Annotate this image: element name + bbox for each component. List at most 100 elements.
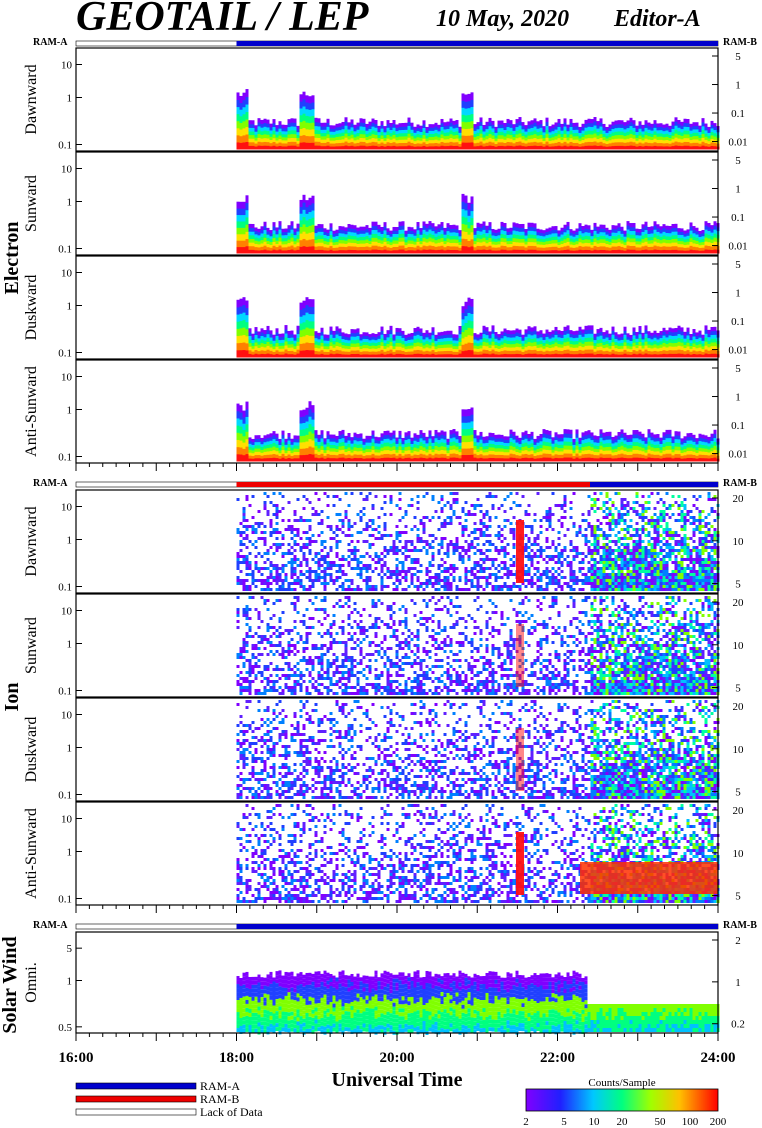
spectrogram-cell xyxy=(500,341,504,345)
spectrogram-cell xyxy=(569,137,573,142)
spectrogram-cell xyxy=(635,131,639,135)
spectrogram-cell xyxy=(329,437,333,442)
spectrogram-cell xyxy=(689,145,693,150)
spectrogram-cell xyxy=(701,137,705,142)
spectrogram-cell xyxy=(596,239,600,244)
spectrogram-cell xyxy=(236,306,240,315)
spectrogram-cell xyxy=(506,243,510,248)
spectrogram-cell xyxy=(317,353,321,358)
spectrogram-cell xyxy=(458,442,462,446)
spectrogram-cell xyxy=(284,130,288,135)
spectrogram-cell xyxy=(260,335,264,340)
spectrogram-cell xyxy=(332,353,336,358)
spectrogram-cell xyxy=(581,242,585,247)
spectrogram-cell xyxy=(497,454,501,459)
spectrogram-cell xyxy=(473,339,477,343)
spectrogram-cell xyxy=(314,340,318,345)
spectrogram-cell xyxy=(362,239,366,244)
spectrogram-cell xyxy=(494,331,498,336)
spectrogram-cell xyxy=(572,334,576,339)
spectrogram-cell xyxy=(371,237,375,242)
spectrogram-cell xyxy=(659,350,663,355)
spectrogram-cell xyxy=(665,136,669,141)
spectrogram-cell xyxy=(287,145,291,150)
spectrogram-cell xyxy=(449,330,453,335)
spectrogram-cell xyxy=(464,435,468,443)
spectrogram-cell xyxy=(494,344,498,349)
spectrogram-cell xyxy=(602,350,606,355)
spectrogram-cell xyxy=(485,125,489,130)
spectrogram-cell xyxy=(644,329,648,334)
spectrogram-cell xyxy=(242,454,246,462)
spectrogram-cell xyxy=(620,131,624,136)
spectrogram-cell xyxy=(641,136,645,141)
spectrogram-cell xyxy=(575,228,579,233)
spectrogram-cell xyxy=(305,142,309,150)
spectrogram-cell xyxy=(695,138,699,143)
spectrogram-cell xyxy=(422,233,426,238)
spectrogram-cell xyxy=(530,138,534,143)
spectrogram-cell xyxy=(302,300,306,309)
spectrogram-cell xyxy=(518,440,522,445)
spectrogram-cell xyxy=(305,135,309,143)
spectrogram-cell xyxy=(545,137,549,142)
spectrogram-cell xyxy=(647,125,651,130)
spectrogram-cell xyxy=(560,127,564,131)
spectrogram-cell xyxy=(419,430,423,435)
spectrogram-cell xyxy=(266,457,270,462)
spectrogram-cell xyxy=(659,239,663,244)
spectrogram-cell xyxy=(260,331,264,336)
spectrogram-cell xyxy=(668,143,672,147)
spectrogram-cell xyxy=(656,129,660,134)
spectrogram-cell xyxy=(371,430,375,435)
spectrogram-cell xyxy=(689,222,693,227)
spectrogram-cell xyxy=(314,145,318,150)
spectrogram-cell xyxy=(452,337,456,341)
spectrogram-cell xyxy=(635,457,639,462)
spectrogram-cell xyxy=(395,349,399,354)
spectrogram-cell xyxy=(572,353,576,358)
spectrogram-cell xyxy=(557,333,561,338)
spectrogram-cell xyxy=(350,245,354,250)
spectrogram-cell xyxy=(521,443,525,448)
spectrogram-cell xyxy=(542,131,546,136)
spectrogram-cell xyxy=(497,237,501,242)
spectrogram-cell xyxy=(497,131,501,136)
spectrogram-cell xyxy=(503,139,507,144)
spectrogram-cell xyxy=(281,342,285,346)
spectrogram-cell xyxy=(542,230,546,234)
spectrogram-cell xyxy=(341,121,345,126)
spectrogram-cell xyxy=(236,439,240,448)
spectrogram-cell xyxy=(368,131,372,136)
spectrogram-cell xyxy=(341,341,345,346)
spectrogram-cell xyxy=(302,321,306,330)
spectrogram-cell xyxy=(425,126,429,131)
spectrogram-cell xyxy=(596,439,600,443)
spectrogram-cell xyxy=(560,123,564,128)
spectrogram-cell xyxy=(272,233,276,239)
spectrogram-cell xyxy=(302,91,306,100)
spectrogram-cell xyxy=(419,128,423,133)
spectrogram-cell xyxy=(518,333,522,337)
spectrogram-cell xyxy=(377,249,381,254)
spectrogram-cell xyxy=(569,346,573,351)
spectrogram-cell xyxy=(485,232,489,237)
spectrogram-cell xyxy=(539,346,543,351)
spectrogram-cell xyxy=(428,130,432,134)
spectrogram-cell xyxy=(314,239,318,244)
spectrogram-cell xyxy=(287,239,291,244)
spectrogram-cell xyxy=(437,242,441,247)
spectrogram-cell xyxy=(245,307,249,316)
spectrogram-cell xyxy=(272,229,276,235)
spectrogram-cell xyxy=(356,335,360,340)
spectrogram-cell xyxy=(482,237,486,242)
spectrogram-cell xyxy=(368,435,372,440)
spectrogram-cell xyxy=(515,241,519,247)
spectrogram-cell xyxy=(659,344,663,348)
spectrogram-cell xyxy=(611,445,615,450)
spectrogram-cell xyxy=(416,233,420,239)
spectrogram-cell xyxy=(548,128,552,133)
spectrogram-cell xyxy=(506,130,510,135)
spectrogram-cell xyxy=(638,241,642,245)
spectrogram-cell xyxy=(245,401,249,410)
